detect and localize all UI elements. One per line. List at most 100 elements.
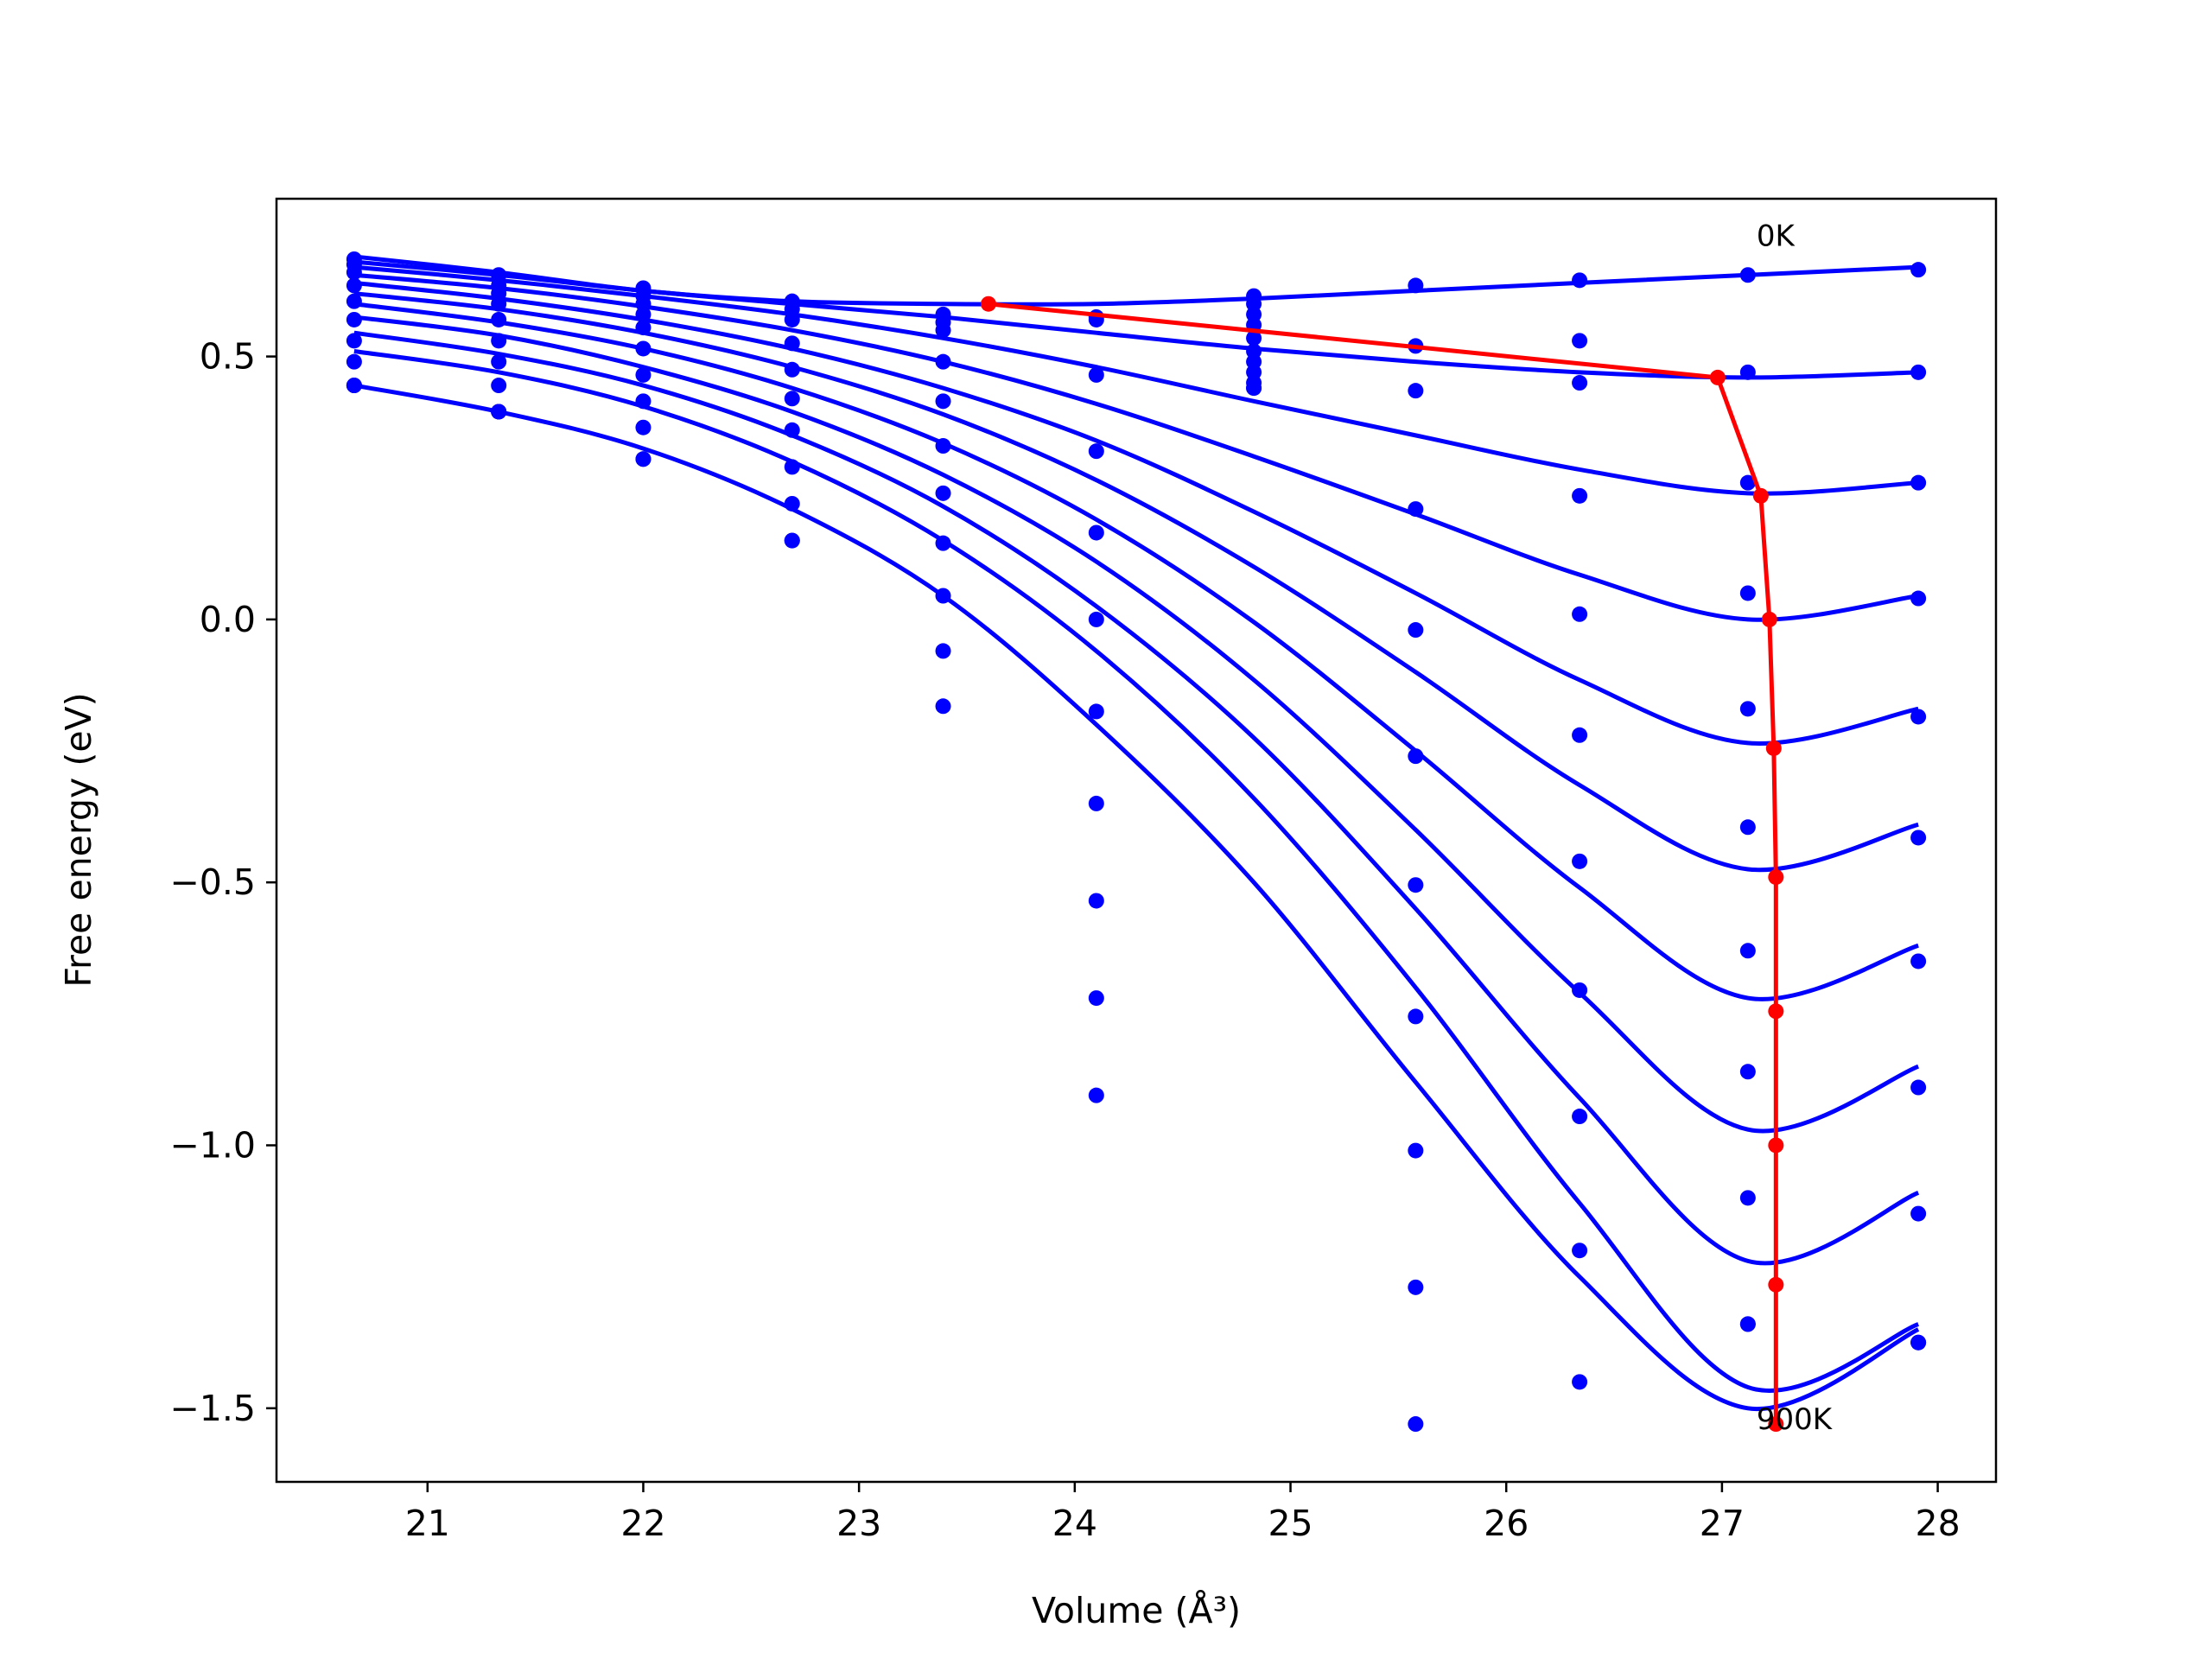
data-point-s4-10 <box>1910 709 1927 725</box>
data-point-s4-7 <box>1408 622 1424 639</box>
data-point-s3-10 <box>1910 590 1927 607</box>
data-point-s6-2 <box>635 366 652 383</box>
data-point-s7-7 <box>1408 1008 1424 1025</box>
data-point-s8-2 <box>635 419 652 435</box>
data-point-s5-8 <box>1572 727 1588 743</box>
data-point-s2-8 <box>1572 375 1588 391</box>
data-point-s6-5 <box>1088 703 1104 720</box>
y-tick-label: −0.5 <box>169 861 256 903</box>
data-point-s2-9 <box>1739 474 1756 491</box>
data-point-s2-7 <box>1408 383 1424 399</box>
minimum-path-line <box>988 302 1778 1425</box>
data-point-s3-0 <box>346 277 362 294</box>
data-point-s4-1 <box>491 311 507 327</box>
fit-curve-4 <box>353 280 1919 746</box>
y-tick-label: −1.0 <box>169 1124 256 1166</box>
x-tick-label: 27 <box>1700 1503 1745 1544</box>
fit-curve-1 <box>353 259 1919 380</box>
data-point-s4-9 <box>1739 701 1756 717</box>
data-point-s0-8 <box>1572 272 1588 289</box>
data-point-s6-4 <box>935 485 951 501</box>
data-point-s2-5 <box>1088 366 1104 383</box>
data-point-s10-4 <box>935 698 951 715</box>
data-point-s4-6 <box>1246 330 1262 346</box>
data-point-s8-4 <box>935 588 951 604</box>
data-point-s6-1 <box>491 353 507 370</box>
fit-curve-7 <box>353 315 1920 1134</box>
data-point-s6-9 <box>1739 943 1756 959</box>
data-point-s10-2 <box>635 451 652 467</box>
data-point-s10-6 <box>1246 380 1262 397</box>
y-axis-label: Free energy (eV) <box>58 692 99 987</box>
data-point-s7-3 <box>784 459 800 475</box>
data-point-s2-4 <box>935 322 951 339</box>
data-point-s4-3 <box>784 361 800 378</box>
data-point-s6-8 <box>1572 853 1588 869</box>
data-point-s4-4 <box>935 393 951 410</box>
data-point-s10-7 <box>1408 1416 1424 1433</box>
data-point-s3-8 <box>1572 487 1588 504</box>
data-point-s5-2 <box>635 340 652 357</box>
data-point-s4-0 <box>346 293 362 309</box>
data-point-s10-5 <box>1088 1087 1104 1103</box>
data-point-s7-8 <box>1572 982 1588 998</box>
x-axis-label: Volume (Å³) <box>1032 1590 1241 1631</box>
data-point-s7-5 <box>1088 795 1104 811</box>
data-point-s3-2 <box>635 306 652 322</box>
minimum-point-6 <box>1768 1003 1784 1020</box>
data-point-s3-1 <box>491 296 507 312</box>
fit-curve-3 <box>353 272 1919 622</box>
fit-curve-5 <box>353 291 1919 873</box>
x-tick-label: 22 <box>620 1503 665 1544</box>
data-point-s6-10 <box>1910 953 1927 969</box>
data-point-s8-8 <box>1572 1109 1588 1125</box>
x-tick-label: 21 <box>405 1503 450 1544</box>
minimum-point-5 <box>1768 869 1784 886</box>
data-point-s1-8 <box>1572 333 1588 349</box>
fit-curves <box>353 254 1920 1412</box>
minimum-point-1 <box>1709 369 1726 385</box>
data-point-s3-9 <box>1739 585 1756 601</box>
minimum-point-2 <box>1752 487 1769 504</box>
data-point-s0-7 <box>1408 277 1424 294</box>
data-point-s10-9 <box>1739 1316 1756 1332</box>
minimum-point-0 <box>980 296 996 312</box>
data-point-s10-3 <box>784 532 800 549</box>
x-tick-label: 25 <box>1268 1503 1313 1544</box>
fit-curve-10 <box>353 383 1920 1412</box>
annotations: 0K 900K <box>1757 219 1834 1437</box>
minimum-path <box>980 296 1784 1433</box>
data-point-s8-5 <box>1088 893 1104 909</box>
fit-curve-2 <box>353 264 1919 496</box>
data-point-s8-3 <box>784 495 800 512</box>
minimum-point-9 <box>1768 1416 1784 1433</box>
data-point-s2-10 <box>1910 474 1927 491</box>
minimum-point-8 <box>1768 1276 1784 1293</box>
minimum-point-3 <box>1761 611 1777 627</box>
data-point-s0-10 <box>1910 262 1927 278</box>
data-point-s8-9 <box>1739 1190 1756 1206</box>
data-point-s9-5 <box>1088 990 1104 1007</box>
data-point-s9-8 <box>1572 1243 1588 1259</box>
y-axis: 0.5 0.0 −0.5 −1.0 −1.5 <box>169 336 276 1429</box>
data-point-s3-4 <box>935 353 951 370</box>
temperature-annotation-1: 900K <box>1757 1402 1834 1437</box>
data-point-s8-7 <box>1408 1142 1424 1159</box>
data-point-s3-5 <box>1088 443 1104 460</box>
data-point-s9-7 <box>1408 1279 1424 1295</box>
data-point-s5-7 <box>1408 748 1424 765</box>
data-point-s10-1 <box>491 404 507 420</box>
data-point-s5-0 <box>346 311 362 327</box>
data-point-s5-3 <box>784 391 800 407</box>
data-point-s5-4 <box>935 438 951 454</box>
fit-curve-6 <box>353 302 1919 1001</box>
data-point-s5-9 <box>1739 819 1756 836</box>
data-point-s7-10 <box>1910 1079 1927 1096</box>
data-point-s7-1 <box>491 378 507 394</box>
fit-curve-8 <box>353 330 1920 1266</box>
minimum-point-4 <box>1765 740 1782 756</box>
data-point-s10-0 <box>346 378 362 394</box>
minimum-point-7 <box>1768 1137 1784 1154</box>
